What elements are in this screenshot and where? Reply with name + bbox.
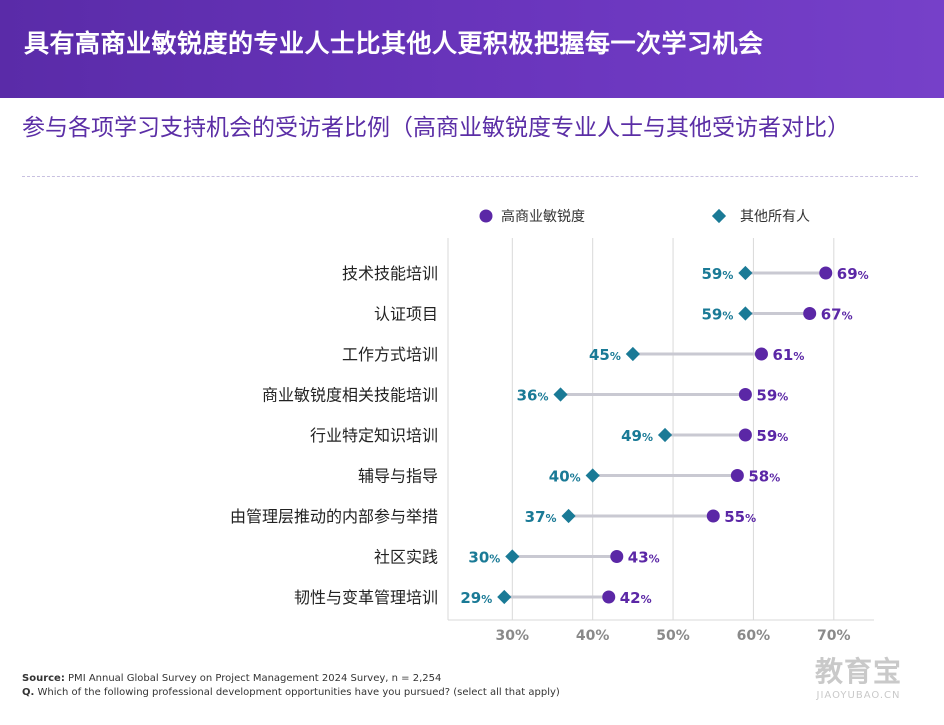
legend-others-label: 其他所有人 xyxy=(740,209,810,225)
others-marker xyxy=(738,265,753,281)
others-value-label: 37% xyxy=(525,508,557,526)
high-marker xyxy=(803,307,817,320)
watermark-main: 教育宝 xyxy=(815,655,903,688)
question-label: Q. xyxy=(22,687,35,698)
high-marker xyxy=(730,469,744,482)
high-value-label: 61% xyxy=(772,346,804,364)
legend: 高商业敏锐度 其他所有人 xyxy=(479,208,810,225)
high-value-label: 69% xyxy=(837,265,869,283)
others-value-label: 30% xyxy=(468,549,500,567)
legend-others-marker xyxy=(711,208,727,224)
others-value-label: 59% xyxy=(701,306,733,324)
chart-row: 行业特定知识培训 49% 59% xyxy=(310,426,788,445)
others-value-label: 49% xyxy=(621,427,653,445)
legend-high-marker xyxy=(479,209,493,223)
others-value-label: 36% xyxy=(517,387,549,405)
high-marker xyxy=(738,428,752,442)
others-marker xyxy=(497,589,512,605)
category-label: 技术技能培训 xyxy=(342,264,438,283)
high-value-label: 55% xyxy=(724,508,756,526)
high-value-label: 67% xyxy=(821,306,853,324)
high-value-label: 42% xyxy=(620,589,652,607)
high-marker xyxy=(754,347,768,361)
page-title: 具有高商业敏锐度的专业人士比其他人更积极把握每一次学习机会 xyxy=(24,29,764,58)
tick-label: 50% xyxy=(656,628,690,644)
dumbbell-chart: 高商业敏锐度 其他所有人 技术技能培训 59% 69% 认证项目 59% 67% 工作方式培… xyxy=(230,208,874,644)
divider xyxy=(22,176,918,177)
chart-row: 认证项目 59% 67% xyxy=(374,305,853,324)
header-banner: 具有高商业敏锐度的专业人士比其他人更积极把握每一次学习机会 xyxy=(0,0,944,98)
tick-label: 60% xyxy=(737,628,771,644)
chart-subtitle: 参与各项学习支持机会的受访者比例（高商业敏锐度专业人士与其他受访者对比） xyxy=(22,115,850,141)
chart-row: 商业敏锐度相关技能培训 36% 59% xyxy=(262,386,788,405)
others-marker xyxy=(625,346,640,362)
chart-row: 社区实践 30% 43% xyxy=(374,548,660,567)
high-value-label: 43% xyxy=(628,549,660,567)
high-marker xyxy=(706,509,720,523)
high-value-label: 59% xyxy=(756,387,788,405)
source-label: Source: xyxy=(22,673,65,684)
category-label: 辅导与指导 xyxy=(358,467,438,486)
others-marker xyxy=(553,387,568,402)
tick-label: 70% xyxy=(817,628,851,644)
source-note: Source: PMI Annual Global Survey on Proj… xyxy=(22,672,560,700)
others-value-label: 29% xyxy=(460,589,492,607)
question-text: Which of the following professional deve… xyxy=(37,687,560,698)
category-label: 行业特定知识培训 xyxy=(310,426,438,445)
category-label: 认证项目 xyxy=(374,305,438,324)
chart-rows: 技术技能培训 59% 69% 认证项目 59% 67% 工作方式培训 45% 61% 商业敏锐度相… xyxy=(230,264,869,607)
tick-label: 40% xyxy=(576,628,610,644)
others-marker xyxy=(561,508,576,524)
legend-high-label: 高商业敏锐度 xyxy=(501,208,585,225)
high-marker xyxy=(819,266,833,280)
category-label: 韧性与变革管理培训 xyxy=(294,588,438,607)
chart-row: 工作方式培训 45% 61% xyxy=(342,345,804,364)
high-marker xyxy=(738,388,752,401)
watermark: 教育宝 JIAOYUBAO.CN xyxy=(815,650,902,701)
x-axis-ticks: 30% 40% 50% 60% 70% xyxy=(496,628,851,644)
high-marker xyxy=(610,550,624,563)
others-marker xyxy=(505,549,520,564)
others-marker xyxy=(585,468,600,483)
others-marker xyxy=(738,306,753,321)
others-value-label: 59% xyxy=(701,265,733,283)
chart-row: 韧性与变革管理培训 29% 42% xyxy=(294,588,652,607)
chart-row: 辅导与指导 40% 58% xyxy=(358,467,780,486)
category-label: 工作方式培训 xyxy=(342,345,438,364)
tick-label: 30% xyxy=(496,628,530,644)
source-text: PMI Annual Global Survey on Project Mana… xyxy=(68,673,442,684)
category-label: 由管理层推动的内部参与举措 xyxy=(230,507,438,526)
others-value-label: 45% xyxy=(589,346,621,364)
high-value-label: 58% xyxy=(748,468,780,486)
chart-row: 由管理层推动的内部参与举措 37% 55% xyxy=(230,507,756,526)
others-value-label: 40% xyxy=(549,468,581,486)
others-marker xyxy=(657,427,673,443)
high-marker xyxy=(602,590,616,604)
gridlines xyxy=(447,238,874,621)
watermark-sub: JIAOYUBAO.CN xyxy=(816,690,901,701)
chart-row: 技术技能培训 59% 69% xyxy=(342,264,869,283)
category-label: 社区实践 xyxy=(374,548,438,567)
high-value-label: 59% xyxy=(756,427,788,445)
category-label: 商业敏锐度相关技能培训 xyxy=(262,386,438,405)
